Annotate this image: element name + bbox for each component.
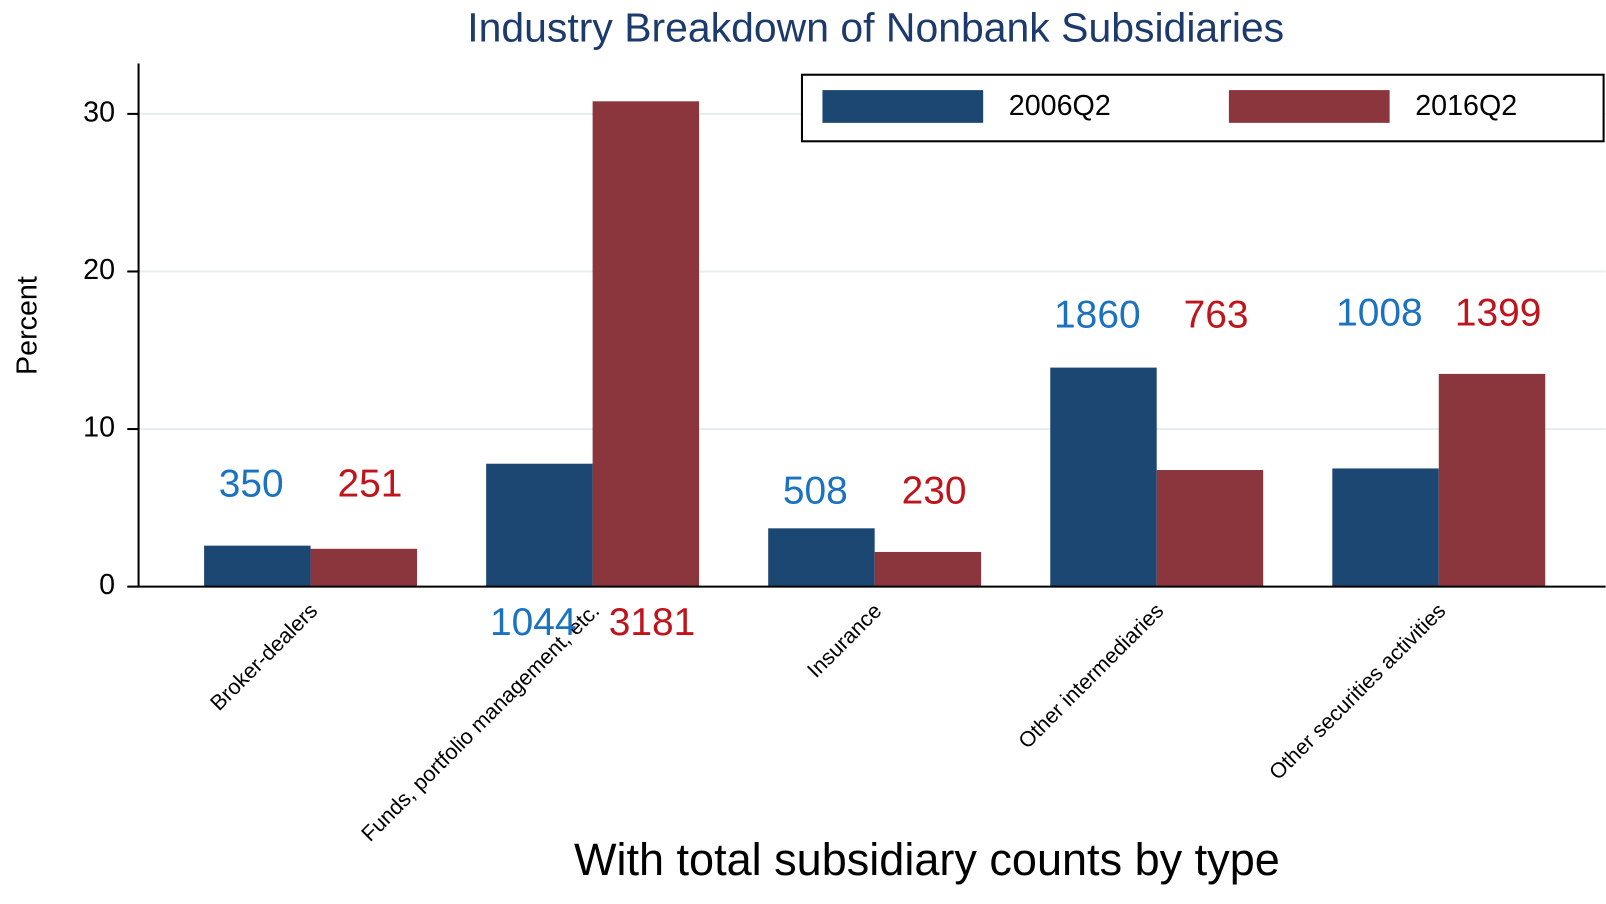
bar (1156, 470, 1264, 587)
y-axis-label: Percent (12, 276, 44, 375)
chart-subtitle: With total subsidiary counts by type (574, 834, 1280, 885)
x-tick-label: Other intermediaries (1014, 599, 1169, 754)
count-label: 3181 (609, 601, 696, 644)
count-label: 350 (219, 463, 284, 506)
bar (486, 463, 593, 587)
count-label: 1860 (1054, 294, 1141, 337)
bar (874, 551, 982, 587)
y-tick-label: 10 (83, 412, 115, 444)
x-tick-label: Broker-dealers (206, 599, 323, 716)
bar (768, 528, 875, 587)
bar (204, 545, 311, 587)
bars (204, 101, 1546, 587)
count-label: 1399 (1455, 292, 1542, 335)
legend-label: 2006Q2 (1009, 90, 1111, 122)
count-label: 1044 (490, 601, 577, 644)
bar (1332, 468, 1439, 587)
legend-swatch (822, 90, 984, 123)
legend-label: 2016Q2 (1415, 90, 1517, 122)
bar (592, 101, 700, 587)
chart-title: Industry Breakdown of Nonbank Subsidiari… (467, 5, 1284, 51)
count-label: 1008 (1336, 292, 1423, 335)
count-label: 230 (902, 470, 967, 513)
count-label: 508 (783, 470, 848, 513)
legend-swatch (1228, 90, 1390, 123)
count-label: 251 (337, 463, 402, 506)
bar (1438, 373, 1546, 587)
x-tick-label: Insurance (803, 599, 887, 683)
bar (310, 548, 418, 587)
y-tick-label: 20 (83, 254, 115, 286)
count-label: 763 (1184, 294, 1249, 337)
x-tick-label: Other securities activities (1265, 599, 1451, 785)
y-tick-label: 0 (99, 569, 115, 601)
y-tick-label: 30 (83, 96, 115, 128)
bar (1050, 367, 1157, 587)
